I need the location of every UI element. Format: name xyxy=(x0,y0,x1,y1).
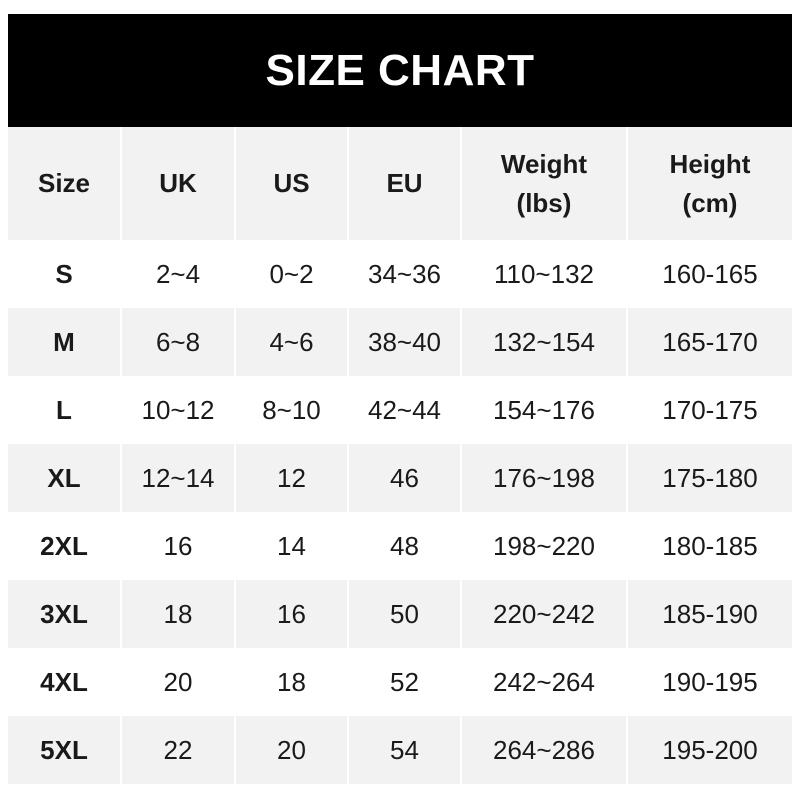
table-cell: 8~10 xyxy=(234,376,348,444)
size-chart-title: SIZE CHART xyxy=(8,14,792,127)
table-cell: 176~198 xyxy=(460,444,627,512)
table-cell: 180-185 xyxy=(626,512,792,580)
table-cell: 14 xyxy=(234,512,348,580)
table-cell: 242~264 xyxy=(460,648,627,716)
table-cell: 132~154 xyxy=(460,308,627,376)
table-cell: 38~40 xyxy=(347,308,461,376)
size-chart-table: Size UK US EU Weight (lbs) Height (cm) S 2~4 0~2 3… xyxy=(8,127,792,784)
size-label: 4XL xyxy=(40,666,88,697)
size-label: XL xyxy=(8,444,121,512)
table-cell: 22 xyxy=(120,716,235,784)
table-row: 3XL 18 16 50 220~242 185-190 xyxy=(8,580,792,648)
table-row: L 10~12 8~10 42~44 154~176 170-175 xyxy=(8,376,792,444)
size-label: L xyxy=(56,394,72,425)
table-row: M 6~8 4~6 38~40 132~154 165-170 xyxy=(8,308,792,376)
column-header: EU xyxy=(347,127,461,240)
table-cell: 12~14 xyxy=(120,444,235,512)
table-cell: 198~220 xyxy=(460,512,627,580)
table-cell: 42~44 xyxy=(347,376,461,444)
column-header: UK xyxy=(120,127,235,240)
table-row: 4XL 20 18 52 242~264 190-195 xyxy=(8,648,792,716)
table-row: 5XL 22 20 54 264~286 195-200 xyxy=(8,716,792,784)
table-cell: 0~2 xyxy=(234,240,348,308)
table-cell: 20 xyxy=(234,716,348,784)
table-cell: 4~6 xyxy=(234,308,348,376)
table-row: S 2~4 0~2 34~36 110~132 160-165 xyxy=(8,240,792,308)
table-cell: 110~132 xyxy=(460,240,627,308)
table-cell: 46 xyxy=(347,444,461,512)
table-cell: 18 xyxy=(120,580,235,648)
table-cell: 170-175 xyxy=(626,376,792,444)
table-cell: 185-190 xyxy=(626,580,792,648)
table-cell: 165-170 xyxy=(626,308,792,376)
table-cell: 48 xyxy=(347,512,461,580)
table-cell: 6~8 xyxy=(120,308,235,376)
size-label: 5XL xyxy=(8,716,121,784)
size-label: S xyxy=(55,258,73,289)
size-label: 3XL xyxy=(8,580,121,648)
table-cell: 10~12 xyxy=(120,376,235,444)
table-row: 2XL 16 14 48 198~220 180-185 xyxy=(8,512,792,580)
table-cell: 160-165 xyxy=(626,240,792,308)
table-cell: 264~286 xyxy=(460,716,627,784)
table-cell: 12 xyxy=(234,444,348,512)
table-cell: 195-200 xyxy=(626,716,792,784)
table-cell: 16 xyxy=(234,580,348,648)
table-row: XL 12~14 12 46 176~198 175-180 xyxy=(8,444,792,512)
table-cell: 220~242 xyxy=(460,580,627,648)
table-cell: 34~36 xyxy=(347,240,461,308)
table-cell: 190-195 xyxy=(626,648,792,716)
column-header: Size xyxy=(8,127,121,240)
table-cell: 52 xyxy=(347,648,461,716)
table-cell: 175-180 xyxy=(626,444,792,512)
column-header: Height (cm) xyxy=(626,127,792,240)
column-header: US xyxy=(234,127,348,240)
table-cell: 18 xyxy=(234,648,348,716)
table-cell: 154~176 xyxy=(460,376,627,444)
table-cell: 16 xyxy=(120,512,235,580)
size-label: 2XL xyxy=(40,530,88,561)
size-label: M xyxy=(8,308,121,376)
table-cell: 2~4 xyxy=(120,240,235,308)
table-cell: 54 xyxy=(347,716,461,784)
table-cell: 50 xyxy=(347,580,461,648)
column-header: Weight (lbs) xyxy=(460,127,627,240)
table-cell: 20 xyxy=(120,648,235,716)
header-row: Size UK US EU Weight (lbs) Height (cm) xyxy=(8,127,792,240)
